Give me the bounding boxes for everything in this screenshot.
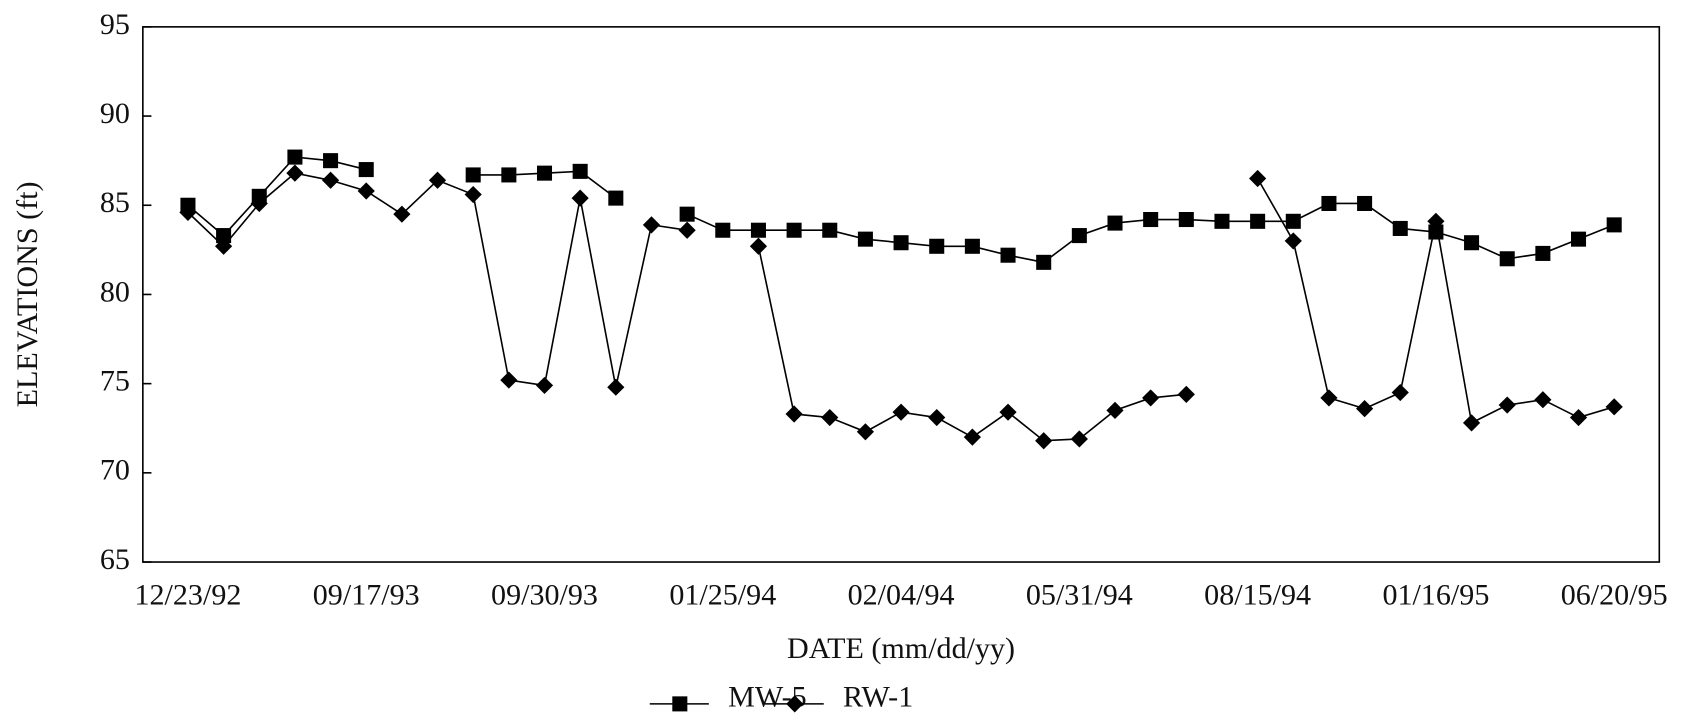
marker — [216, 228, 232, 244]
marker — [1143, 212, 1159, 228]
marker — [1606, 217, 1622, 233]
marker — [642, 216, 661, 234]
marker — [572, 163, 588, 179]
y-tick-label: 65 — [100, 542, 130, 576]
x-tick-label: 09/17/93 — [313, 577, 420, 611]
marker — [1462, 414, 1481, 432]
x-tick-label: 09/30/93 — [491, 577, 598, 611]
x-tick-label: 02/04/94 — [848, 577, 955, 611]
marker — [821, 408, 839, 427]
marker — [893, 235, 909, 251]
marker — [1177, 385, 1195, 403]
marker — [1569, 408, 1588, 427]
marker — [1391, 383, 1409, 402]
x-tick-label: 08/15/94 — [1204, 577, 1311, 611]
marker — [785, 405, 803, 423]
plot-frame — [142, 26, 1661, 563]
marker — [1178, 212, 1194, 228]
y-tick-label: 90 — [100, 96, 130, 130]
marker — [715, 222, 731, 238]
marker — [607, 378, 625, 396]
marker — [464, 185, 482, 204]
marker — [999, 403, 1017, 421]
marker — [571, 189, 589, 207]
marker — [786, 222, 802, 238]
marker — [358, 162, 374, 178]
marker — [1357, 195, 1373, 211]
legend-marker — [786, 695, 804, 713]
marker — [1106, 401, 1124, 419]
marker — [1036, 254, 1052, 270]
marker — [1392, 220, 1408, 236]
y-tick-label: 85 — [100, 185, 130, 219]
marker — [1571, 231, 1587, 247]
marker — [535, 376, 554, 395]
x-tick-label: 01/16/95 — [1382, 577, 1489, 611]
marker — [1321, 195, 1337, 211]
marker — [1249, 169, 1267, 188]
marker — [501, 167, 517, 183]
marker — [465, 167, 481, 183]
legend-label: RW-1 — [843, 679, 913, 713]
legend-marker — [672, 696, 688, 712]
x-tick-label: 06/20/95 — [1561, 577, 1668, 611]
marker — [822, 222, 838, 238]
marker — [1498, 396, 1516, 414]
marker — [287, 149, 303, 165]
x-tick-label: 05/31/94 — [1026, 577, 1133, 611]
marker — [500, 371, 518, 389]
marker — [1356, 400, 1374, 418]
marker — [1464, 235, 1480, 251]
marker — [1534, 391, 1552, 409]
x-axis-title: DATE (mm/dd/yy) — [787, 631, 1015, 665]
marker — [1142, 389, 1160, 407]
y-tick-label: 95 — [100, 7, 130, 41]
marker — [1250, 213, 1266, 229]
y-tick-label: 70 — [100, 453, 130, 487]
marker — [1284, 232, 1302, 250]
y-tick-label: 75 — [100, 364, 130, 398]
marker — [1071, 228, 1087, 244]
marker — [1499, 251, 1515, 267]
marker — [321, 171, 340, 189]
marker — [964, 238, 980, 254]
marker — [928, 408, 946, 427]
marker — [749, 237, 768, 255]
marker — [215, 237, 233, 255]
marker — [428, 171, 447, 189]
marker — [1070, 430, 1088, 448]
marker — [1214, 213, 1230, 229]
marker — [857, 231, 873, 247]
marker — [393, 205, 411, 223]
marker — [856, 423, 875, 441]
y-tick-label: 80 — [100, 274, 130, 308]
marker — [892, 403, 910, 421]
marker — [286, 164, 304, 182]
marker — [608, 190, 624, 206]
marker — [679, 206, 695, 222]
marker — [1035, 432, 1053, 450]
y-axis-title: ELEVATIONS (ft) — [10, 181, 44, 407]
marker — [536, 165, 553, 181]
marker — [929, 238, 945, 254]
marker — [323, 153, 339, 169]
marker — [1000, 247, 1016, 263]
marker — [963, 428, 981, 446]
marker — [1285, 213, 1301, 229]
x-tick-label: 12/23/92 — [134, 577, 241, 611]
marker — [357, 182, 375, 200]
marker — [750, 222, 766, 238]
x-tick-label: 01/25/94 — [669, 577, 776, 611]
marker — [1605, 398, 1623, 416]
marker — [1107, 215, 1123, 231]
marker — [1427, 212, 1445, 230]
marker — [1535, 245, 1551, 261]
marker — [678, 221, 696, 239]
marker — [1320, 389, 1338, 407]
